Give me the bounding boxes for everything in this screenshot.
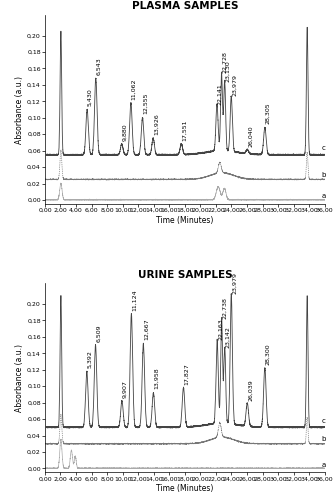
Text: 22,163: 22,163 [218, 318, 223, 340]
Text: 6,509: 6,509 [96, 324, 101, 342]
Text: c: c [322, 418, 325, 424]
Text: 12,667: 12,667 [144, 318, 149, 340]
Text: 23,142: 23,142 [225, 326, 230, 348]
Text: 23,130: 23,130 [225, 60, 230, 82]
Text: a: a [322, 462, 326, 468]
Text: 9,907: 9,907 [123, 380, 128, 398]
Text: 12,555: 12,555 [143, 93, 148, 114]
Text: 13,958: 13,958 [154, 368, 159, 390]
Text: 5,392: 5,392 [88, 350, 93, 368]
Text: 22,728: 22,728 [222, 52, 227, 74]
Title: PLASMA SAMPLES: PLASMA SAMPLES [132, 2, 238, 12]
Text: 17,551: 17,551 [182, 120, 187, 141]
Title: URINE SAMPLES: URINE SAMPLES [138, 270, 232, 280]
Text: 23,979: 23,979 [232, 272, 237, 294]
Text: b: b [322, 436, 326, 442]
Text: 5,430: 5,430 [88, 88, 93, 106]
Text: 6,543: 6,543 [97, 58, 102, 75]
X-axis label: Time (Minutes): Time (Minutes) [156, 484, 213, 494]
Text: 11,124: 11,124 [132, 289, 137, 310]
Y-axis label: Absorbance (a.u.): Absorbance (a.u.) [15, 344, 24, 412]
Text: 22,738: 22,738 [222, 297, 227, 319]
Text: 28,305: 28,305 [265, 102, 270, 124]
Text: 11,062: 11,062 [132, 78, 137, 100]
X-axis label: Time (Minutes): Time (Minutes) [156, 216, 213, 225]
Text: 22,141: 22,141 [217, 83, 223, 104]
Text: 28,300: 28,300 [265, 343, 270, 365]
Y-axis label: Absorbance (a.u.): Absorbance (a.u.) [15, 76, 24, 144]
Text: 26,040: 26,040 [248, 126, 253, 148]
Text: 17,827: 17,827 [184, 363, 189, 384]
Text: 23,979: 23,979 [232, 74, 237, 96]
Text: 26,039: 26,039 [248, 379, 253, 401]
Text: 9,880: 9,880 [122, 123, 127, 141]
Text: b: b [322, 172, 326, 177]
Text: 13,926: 13,926 [154, 114, 159, 135]
Text: c: c [322, 146, 325, 152]
Text: a: a [322, 193, 326, 199]
